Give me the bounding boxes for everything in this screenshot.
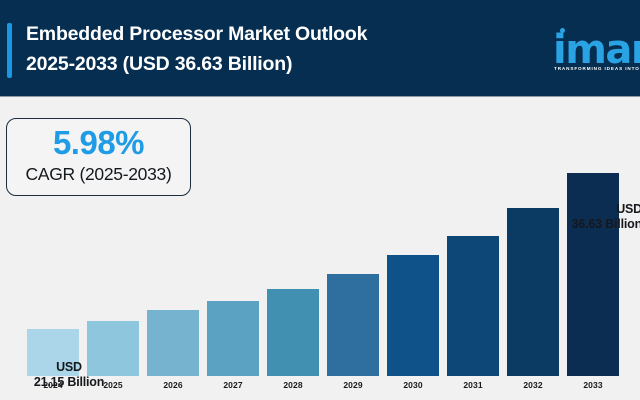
bar-column: 2028 bbox=[267, 289, 319, 390]
imarc-logo: imarc TRANSFORMING IDEAS INTO IMPACT bbox=[553, 22, 640, 78]
bar-column: 2025 bbox=[87, 321, 139, 390]
bar-2029 bbox=[327, 274, 379, 376]
bar-2027 bbox=[207, 301, 259, 376]
bar-2032 bbox=[507, 208, 559, 376]
x-axis-label-2031: 2031 bbox=[463, 380, 483, 390]
bar-column: 2033 bbox=[567, 173, 619, 390]
page-title-line-1: Embedded Processor Market Outlook bbox=[26, 23, 368, 45]
bar-2024 bbox=[27, 329, 79, 376]
callout-end-amount: 36.63 Billion bbox=[571, 217, 640, 231]
x-axis-label-2033: 2033 bbox=[583, 380, 603, 390]
logo-wordmark: imarc bbox=[553, 27, 640, 73]
bar-2026 bbox=[147, 310, 199, 376]
cagr-label: CAGR (2025-2033) bbox=[25, 164, 172, 184]
callout-start-unit: USD bbox=[56, 360, 82, 374]
x-axis-label-2025: 2025 bbox=[103, 380, 123, 390]
callout-start-amount: 21.15 Billion bbox=[33, 375, 105, 389]
bar-chart: 2024 2025 2026 2027 2028 2029 2030 2031 2032 2033… bbox=[0, 97, 640, 400]
bar-column: 2026 bbox=[147, 310, 199, 390]
header-banner: Embedded Processor Market Outlook 2025-2… bbox=[0, 0, 640, 97]
accent-bar-icon bbox=[7, 23, 12, 78]
bar-column: 2030 bbox=[387, 255, 439, 390]
bar-column: 2027 bbox=[207, 301, 259, 390]
bar-column: 2032 bbox=[507, 208, 559, 390]
cagr-value: 5.98% bbox=[52, 124, 145, 161]
bar-2028 bbox=[267, 289, 319, 376]
bar-column: 2024 bbox=[27, 329, 79, 390]
logo-tagline: TRANSFORMING IDEAS INTO IMPACT bbox=[554, 66, 640, 71]
x-axis-label-2030: 2030 bbox=[403, 380, 423, 390]
cagr-callout-box: 5.98% CAGR (2025-2033) bbox=[6, 118, 191, 196]
bar-2031 bbox=[447, 236, 499, 376]
x-axis-label-2026: 2026 bbox=[163, 380, 183, 390]
x-axis-label-2029: 2029 bbox=[343, 380, 363, 390]
callout-end-unit: USD bbox=[616, 202, 640, 216]
bar-2030 bbox=[387, 255, 439, 376]
logo-dot-icon bbox=[560, 28, 565, 33]
bar-column: 2031 bbox=[447, 236, 499, 390]
x-axis-label-2024: 2024 bbox=[43, 380, 63, 390]
x-axis-label-2027: 2027 bbox=[223, 380, 243, 390]
page-title: Embedded Processor Market Outlook 2025-2… bbox=[26, 19, 466, 79]
callout-start-value: USD 21.15 Billion bbox=[14, 360, 124, 390]
x-axis-label-2032: 2032 bbox=[523, 380, 543, 390]
bar-2033 bbox=[567, 173, 619, 376]
x-axis-label-2028: 2028 bbox=[283, 380, 303, 390]
page-title-line-2: 2025-2033 (USD 36.63 Billion) bbox=[26, 53, 293, 75]
bar-column: 2029 bbox=[327, 274, 379, 390]
callout-end-value: USD 36.63 Billion bbox=[524, 202, 640, 232]
bar-2025 bbox=[87, 321, 139, 376]
